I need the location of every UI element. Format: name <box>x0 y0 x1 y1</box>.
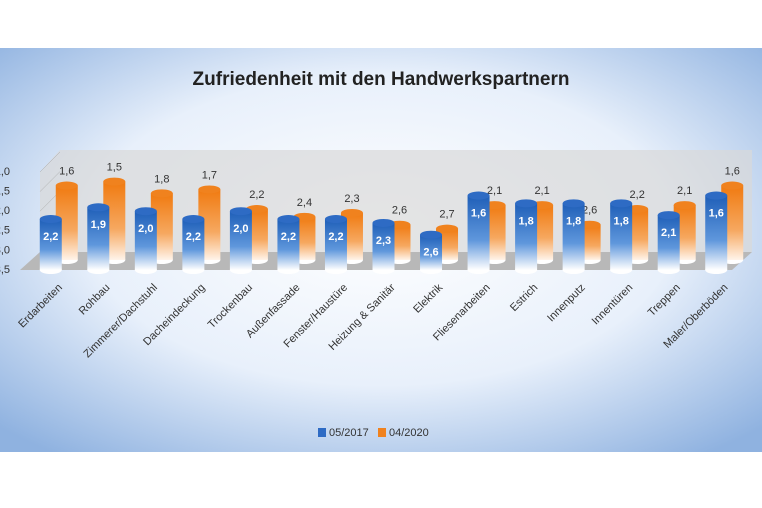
value-label: 2,2 <box>281 231 296 243</box>
bar-top <box>610 199 633 208</box>
y-tick-label: 2,5 <box>0 225 10 237</box>
bar <box>277 219 300 270</box>
bar-top <box>673 201 696 210</box>
bar <box>372 222 395 270</box>
bar-top <box>340 208 363 217</box>
bar-top <box>150 189 173 198</box>
bar <box>39 219 62 270</box>
y-tick-label: 1,0 <box>0 166 10 178</box>
value-label: 2,1 <box>661 227 676 239</box>
value-label: 2,6 <box>423 247 438 259</box>
value-label: 2,3 <box>344 193 359 205</box>
bar-top <box>134 207 157 216</box>
legend-swatch <box>318 428 326 437</box>
bar-top <box>721 181 744 190</box>
bar <box>229 211 252 270</box>
bar <box>562 203 585 270</box>
y-tick-label: 3,0 <box>0 244 10 256</box>
bar-top <box>39 215 62 224</box>
bar-top <box>277 215 300 224</box>
bar <box>420 234 443 270</box>
bar <box>182 219 205 270</box>
bar-top <box>103 177 126 186</box>
value-label: 2,0 <box>233 223 248 235</box>
bar-top <box>87 203 110 212</box>
value-label: 2,2 <box>328 231 343 243</box>
bar-top <box>705 191 728 200</box>
value-label: 2,1 <box>487 185 502 197</box>
value-label: 2,2 <box>186 231 201 243</box>
bar <box>515 203 538 270</box>
bar-top <box>182 215 205 224</box>
value-label: 1,7 <box>202 169 217 181</box>
bar-top <box>467 191 490 200</box>
value-label: 1,8 <box>614 215 629 227</box>
grid-line <box>39 171 61 192</box>
value-label: 2,2 <box>630 189 645 201</box>
value-label: 1,5 <box>107 162 122 174</box>
bar-top <box>324 215 347 224</box>
bar <box>657 215 680 270</box>
bar <box>134 211 157 270</box>
value-label: 1,6 <box>59 165 74 177</box>
value-label: 2,1 <box>534 185 549 197</box>
bar-top <box>562 199 585 208</box>
y-tick-label: 1,5 <box>0 186 10 198</box>
bar-top <box>55 181 78 190</box>
value-label: 2,6 <box>392 205 407 217</box>
bar-top <box>229 207 252 216</box>
value-label: 1,8 <box>154 173 169 185</box>
legend-label: 05/2017 <box>329 427 369 439</box>
value-label: 1,9 <box>91 219 106 231</box>
y-tick-label: 2,0 <box>0 205 10 217</box>
bar-top <box>198 185 221 194</box>
bar-top <box>372 218 395 227</box>
value-label: 1,6 <box>709 207 724 219</box>
value-label: 2,2 <box>249 189 264 201</box>
legend-swatch <box>378 428 386 437</box>
bar-top <box>515 199 538 208</box>
value-label: 1,8 <box>566 215 581 227</box>
bar <box>87 207 110 270</box>
bar-top <box>657 211 680 220</box>
value-label: 1,6 <box>471 207 486 219</box>
value-label: 2,2 <box>43 231 58 243</box>
value-label: 2,0 <box>138 223 153 235</box>
legend-label: 04/2020 <box>389 427 429 439</box>
grid-line <box>39 151 61 173</box>
bar <box>610 203 633 270</box>
value-label: 2,4 <box>297 197 312 209</box>
bar <box>705 195 728 270</box>
bar <box>324 219 347 270</box>
chart-title: Zufriedenheit mit den Handwerkspartnern <box>193 69 570 90</box>
value-label: 2,1 <box>677 185 692 197</box>
bar-top <box>420 230 443 239</box>
value-label: 1,8 <box>518 215 533 227</box>
bar <box>467 195 490 270</box>
value-label: 1,6 <box>725 165 740 177</box>
bar-top <box>436 224 459 233</box>
value-label: 2,6 <box>582 205 597 217</box>
y-tick-label: 3,5 <box>0 264 10 276</box>
value-label: 2,3 <box>376 235 391 247</box>
value-label: 2,7 <box>439 209 454 221</box>
